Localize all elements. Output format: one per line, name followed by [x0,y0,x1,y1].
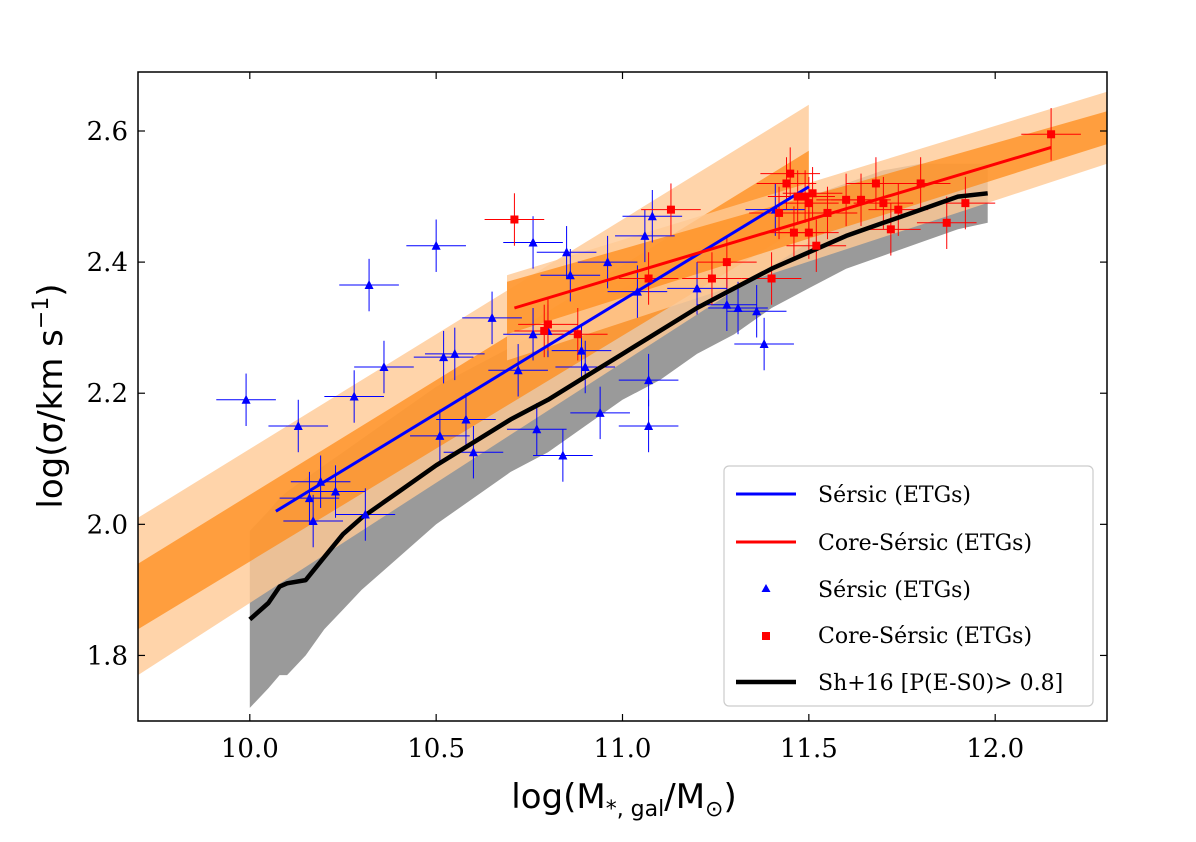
sersic-point [487,312,497,322]
legend-label-sh16-line: Sh+16 [P(E-S0)> 0.8] [818,671,1063,696]
core-sersic-point [857,195,866,204]
sersic-point [304,493,314,503]
core-sersic-point [886,225,895,234]
sersic-point [528,237,538,247]
sersic-point [316,476,326,486]
sersic-point [752,306,762,316]
sersic-fit-line [275,185,810,513]
data-markers [241,130,1056,526]
core-sersic-point [767,274,776,283]
core-sersic-point [786,169,795,178]
core-sersic-point [804,199,813,208]
core-sersic-point [543,320,552,329]
sersic-point [562,247,572,257]
core-sersic-point [789,228,798,237]
sersic-point [759,339,769,349]
sersic-point [580,362,590,371]
legend: Sérsic (ETGs) Core-Sérsic (ETGs) Sérsic … [723,465,1094,707]
legend-box [723,465,1094,707]
sersic-point [595,407,605,417]
sersic-point [577,345,587,355]
legend-label-core-sersic-square: Core-Sérsic (ETGs) [818,624,1032,649]
x-tick-label: 11.0 [594,734,652,764]
legend-label-core-sersic-line: Core-Sérsic (ETGs) [818,531,1032,556]
core-sersic-point [916,179,925,188]
sersic-point [439,352,449,362]
y-axis-label: log(σ/km s−1) [29,283,71,508]
sersic-point [293,421,303,430]
y-tick-label: 2.0 [87,510,128,540]
sersic-point [565,270,575,280]
core-sersic-point [1047,130,1056,139]
sersic-point [640,230,650,240]
sersic-point [241,394,251,404]
core-sersic-point [510,215,519,224]
core-sersic-point [823,208,832,217]
core-sersic-point [871,179,880,188]
core-sersic-point [804,228,813,237]
sersic-point [308,516,318,526]
sersic-point [431,240,441,250]
sersic-point [450,348,460,358]
core-sersic-point [775,208,784,217]
axis-ticks: 10.0 10.5 11.0 11.5 12.0 1.8 2.0 2.2 2.4 2.6 [87,72,1107,764]
x-tick-label: 12.0 [966,734,1024,764]
sersic-point [461,414,471,424]
sersic-point [647,211,657,221]
core-sersic-point [961,199,970,208]
sersic-point [632,286,642,296]
core-sersic-point [793,192,802,201]
core-sersic-point [644,274,653,283]
core-sersic-point [540,326,549,335]
legend-swatch-core-sersic-square [762,632,770,640]
x-tick-label: 10.5 [407,734,465,764]
core-sersic-point [573,330,582,339]
core-sersic-point [842,195,851,204]
core-sersic-point [801,192,810,201]
sersic-point [331,486,341,496]
core-sersic-point [722,258,731,267]
core-sersic-point [894,205,903,214]
x-tick-label: 10.0 [221,734,279,764]
sh16-curve [248,191,988,622]
y-tick-label: 2.2 [87,379,128,409]
sersic-point [733,303,743,312]
x-axis-label: log(M*, gal/M⊙) [511,777,736,822]
y-tick-label: 2.4 [87,248,128,278]
core-sersic-point [707,274,716,283]
core-sersic-point [812,241,821,250]
core-sersic-fit-line [513,145,1052,310]
core-sersic-point [666,205,675,214]
core-sersic-point [879,199,888,208]
sersic-point [644,375,654,385]
sersic-point [722,299,732,309]
sersic-point [379,362,389,371]
sersic-point [364,280,374,290]
core-sersic-point [782,179,791,188]
sersic-point [532,424,542,434]
sersic-point [360,509,370,519]
core-sersic-point [808,189,817,198]
legend-label-sersic-line: Sérsic (ETGs) [818,483,971,508]
legend-label-sersic-triangle: Sérsic (ETGs) [818,578,971,603]
sersic-point [468,447,478,457]
sersic-point [513,365,523,375]
sersic-point [528,329,538,339]
sersic-point [692,283,702,293]
sersic-point [558,450,568,460]
fit-lines [248,145,1052,622]
legend-swatch-sersic-triangle [761,584,771,592]
sersic-point [349,391,359,401]
y-tick-label: 1.8 [87,641,128,671]
y-tick-label: 2.6 [87,117,128,147]
sersic-point [435,430,445,440]
core-sersic-point [942,218,951,227]
sersic-point [603,257,613,267]
sersic-point [644,421,654,430]
x-tick-label: 11.5 [780,734,838,764]
